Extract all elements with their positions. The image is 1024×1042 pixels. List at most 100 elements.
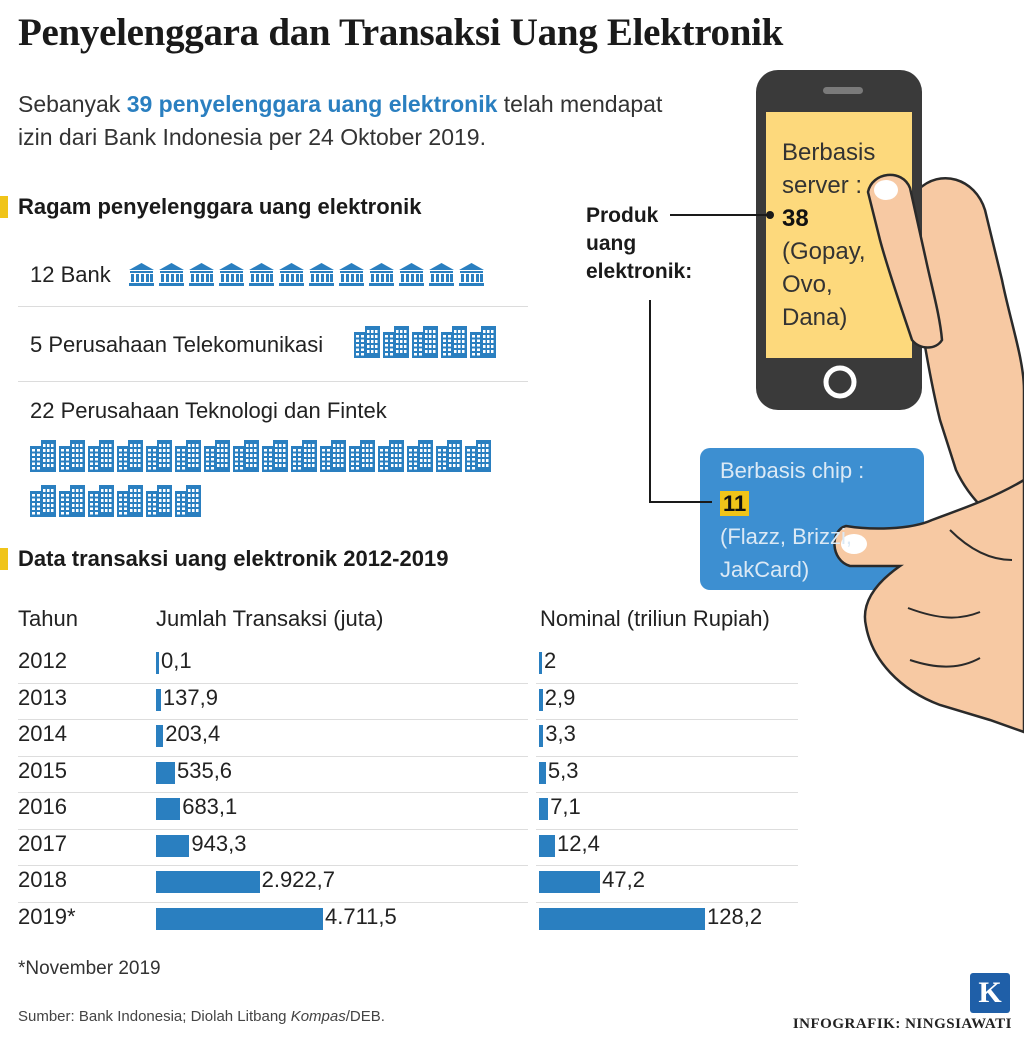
server-count: 38: [782, 205, 809, 232]
building-icon: [59, 485, 85, 517]
building-icon: [349, 440, 375, 472]
fintech-icons-row1: [30, 440, 491, 472]
building-icon: [354, 326, 380, 358]
thumb-phone: [866, 173, 944, 349]
produk-label: Produk uang elektronik:: [586, 204, 693, 283]
bank-icon: [429, 263, 454, 286]
value-nominal: 12,4: [557, 830, 600, 856]
section-marker: [0, 548, 8, 570]
building-icon: [320, 440, 346, 472]
gridline: [18, 792, 528, 793]
building-icon: [436, 440, 462, 472]
phone-card-illustration: [649, 70, 1024, 734]
bank-icon: [189, 263, 214, 286]
telco-icons: [354, 326, 496, 358]
bar-count: [156, 652, 159, 674]
provider-label-telco: 5 Perusahaan Telekomunikasi: [30, 332, 324, 357]
gridline: [536, 865, 798, 866]
building-icon: [88, 485, 114, 517]
bank-icon: [399, 263, 424, 286]
building-icon: [30, 440, 56, 472]
value-nominal: 7,1: [550, 794, 581, 819]
bank-icon: [249, 263, 274, 286]
bar-count: [156, 871, 260, 893]
bar-count: [156, 798, 181, 820]
intro-text: Sebanyak 39 penyelenggara uang elektroni…: [18, 88, 698, 154]
building-icon: [233, 440, 259, 472]
year-label: 2019*: [18, 903, 76, 929]
year-label: 2017: [18, 830, 67, 856]
value-count: 137,9: [162, 684, 218, 710]
value-count: 535,6: [176, 757, 233, 783]
gridline: [18, 901, 528, 903]
col-header-nominal: Nominal (triliun Rupiah): [540, 606, 770, 631]
infographic-credit: INFOGRAFIK: NINGSIAWATI: [792, 1016, 1012, 1032]
building-icon: [407, 440, 433, 472]
bank-icon: [459, 263, 484, 286]
building-icon: [262, 440, 288, 472]
divider: [18, 306, 528, 307]
bar-count: [156, 688, 161, 711]
gridline: [536, 755, 798, 757]
gridline: [18, 682, 528, 684]
gridline: [18, 719, 528, 720]
bank-icon: [279, 263, 304, 286]
value-count: 203,4: [165, 721, 221, 746]
year-label: 2016: [18, 794, 67, 819]
building-icon: [465, 440, 491, 472]
section-title-transactions: Data transaksi uang elektronik 2012-2019: [0, 546, 448, 572]
building-icon: [88, 440, 114, 472]
intro-prefix: Sebanyak: [18, 91, 127, 117]
building-icon: [175, 440, 201, 472]
bar-count: [156, 725, 164, 747]
provider-label-bank: 12 Bank: [30, 262, 111, 287]
intro-suffix: telah mendapat izin dari Bank Indonesia …: [18, 91, 663, 150]
building-icon: [59, 440, 85, 472]
value-count: 943,3: [191, 830, 247, 856]
year-label: 2012: [18, 648, 67, 673]
value-count: 683,1: [182, 794, 238, 819]
gridline: [18, 865, 528, 866]
year-label: 2015: [18, 757, 67, 783]
footnote: *November 2019: [18, 958, 161, 979]
gridline: [536, 719, 798, 720]
bank-icon: [219, 263, 244, 286]
bar-nominal: [539, 725, 544, 747]
hand-phone: [914, 176, 1024, 532]
kompas-logo: K: [970, 973, 1010, 1013]
bar-nominal: [539, 907, 705, 930]
value-nominal: 3,3: [545, 721, 576, 746]
bar-nominal: [539, 652, 542, 674]
hand-card: [833, 478, 1024, 734]
gridline: [536, 901, 798, 903]
page-title: Penyelenggara dan Transaksi Uang Elektro…: [18, 11, 784, 54]
building-icon: [204, 440, 230, 472]
building-icon: [146, 440, 172, 472]
bar-nominal: [539, 761, 546, 784]
section-title-providers: Ragam penyelenggara uang elektronik: [0, 194, 421, 220]
bank-icons: [128, 262, 485, 286]
year-label: 2013: [18, 684, 67, 710]
source-note: Sumber: Bank Indonesia; Diolah Litbang K…: [18, 1008, 385, 1025]
building-icon: [470, 326, 496, 358]
value-nominal: 47,2: [602, 867, 645, 892]
value-count: 0,1: [161, 648, 192, 673]
divider: [18, 381, 528, 382]
bank-icon: [339, 263, 364, 286]
bar-count: [156, 907, 323, 930]
gridline: [18, 828, 528, 830]
phone-screen-text: Berbasis server : 38 (Gopay, Ovo, Dana): [782, 139, 876, 331]
bar-nominal: [539, 688, 543, 711]
section-marker: [0, 196, 8, 218]
building-icon: [175, 485, 201, 517]
bar-count: [156, 761, 175, 784]
bank-icon: [129, 263, 154, 286]
bar-nominal: [539, 798, 549, 820]
card-text: Berbasis chip : 11 (Flazz, Brizzi, JakCa…: [720, 458, 865, 582]
building-icon: [412, 326, 438, 358]
value-nominal: 5,3: [547, 757, 579, 783]
building-icon: [378, 440, 404, 472]
year-label: 2018: [18, 867, 67, 892]
value-count: 4.711,5: [325, 903, 397, 929]
bar-nominal: [539, 834, 556, 857]
